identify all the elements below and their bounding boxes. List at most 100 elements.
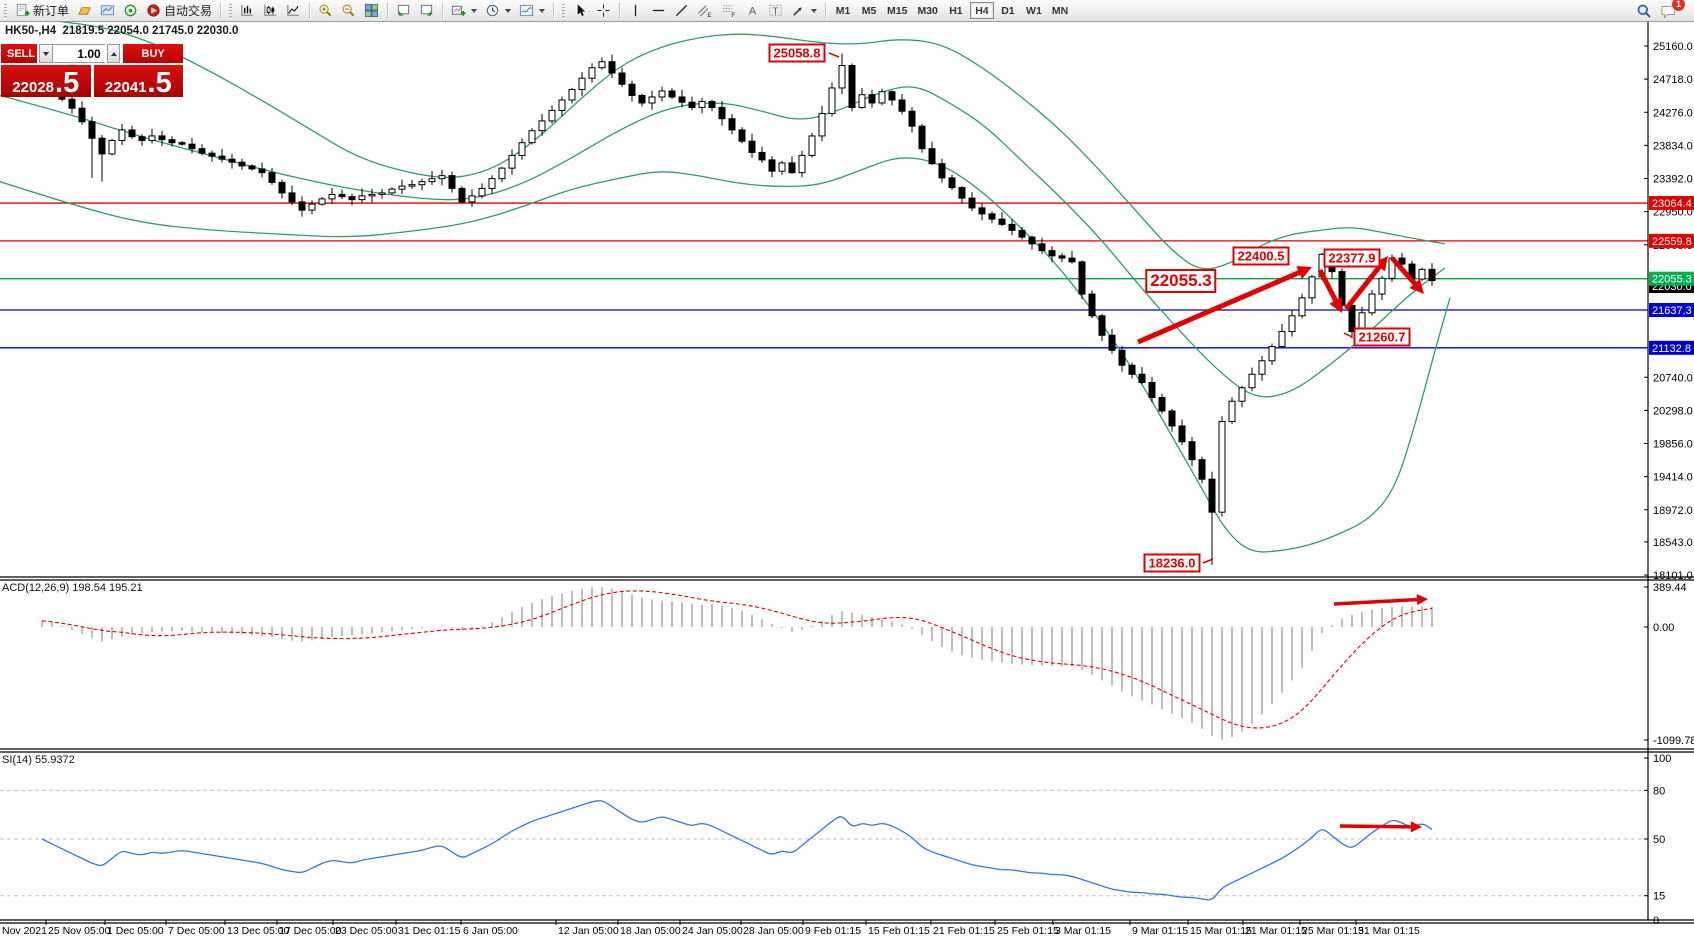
time-axis-label: 12 Jan 05:00 <box>558 925 619 937</box>
candle <box>1298 293 1306 319</box>
volume-input[interactable] <box>52 44 105 63</box>
zoom-in-button[interactable] <box>315 1 336 20</box>
candle <box>498 166 506 183</box>
toolbar-grip[interactable] <box>562 3 566 18</box>
sell-button[interactable]: SELL <box>1 44 37 63</box>
candle <box>1268 343 1276 366</box>
zoom-in-icon <box>319 4 332 17</box>
trend-arrow <box>1317 268 1342 313</box>
periods-button[interactable] <box>482 1 514 20</box>
toolbar-grip[interactable] <box>229 3 233 18</box>
candle <box>688 96 696 111</box>
svg-text:21637.3: 21637.3 <box>1652 305 1692 317</box>
price-level-badge: 23064.4 <box>1649 196 1694 211</box>
toolbar-grip[interactable] <box>4 3 7 18</box>
candle <box>1128 362 1136 379</box>
timeframe-H1-button[interactable]: H1 <box>944 2 968 19</box>
chart-title: HK50-,H4 21819.5 22054.0 21745.0 22030.0 <box>5 25 239 37</box>
line-chart-button[interactable] <box>283 1 304 20</box>
trendline-icon <box>675 4 688 17</box>
volume-decrease-button[interactable] <box>39 44 53 63</box>
candle <box>828 82 836 117</box>
time-axis-label: 3 Mar 01:15 <box>1055 925 1111 937</box>
candle <box>1048 246 1056 263</box>
time-axis-label: 1 Dec 05:00 <box>107 925 164 937</box>
notifications-button[interactable]: 1 <box>1657 0 1686 20</box>
timeframe-M1-button[interactable]: M1 <box>831 2 855 19</box>
timeframe-M30-button[interactable]: M30 <box>913 2 941 19</box>
buy-price-button[interactable]: 22041 .5 <box>93 65 183 98</box>
candle <box>408 179 416 189</box>
trend-arrow <box>1344 256 1388 311</box>
profile-button[interactable] <box>74 1 95 20</box>
tile-windows-button[interactable] <box>361 1 382 20</box>
y-axis-tick: 24718.0 <box>1653 74 1693 86</box>
price-annotation[interactable]: 22055.3 <box>1145 269 1217 293</box>
arrows-tool-button[interactable] <box>788 1 820 20</box>
rsi-indicator-label: SI(14) 55.9372 <box>2 754 75 766</box>
candle <box>588 63 596 83</box>
candle <box>1038 237 1046 254</box>
timeframe-D1-button[interactable]: D1 <box>996 2 1020 19</box>
candle <box>238 158 246 170</box>
candle <box>1198 456 1206 484</box>
candle <box>578 72 586 97</box>
autotrading-label: 自动交易 <box>164 4 213 18</box>
new-order-button[interactable]: 新订单 <box>12 1 72 20</box>
search-button[interactable] <box>1633 1 1655 20</box>
bar-chart-icon <box>241 4 254 16</box>
candle <box>948 174 956 190</box>
timeframe-H4-button[interactable]: H4 <box>969 2 994 19</box>
candle <box>668 88 676 99</box>
templates-button[interactable] <box>516 1 548 20</box>
horizontal-line-tool-button[interactable] <box>648 1 669 20</box>
cascade-windows-button[interactable] <box>416 1 437 20</box>
volume-increase-button[interactable] <box>106 44 121 63</box>
signals-button[interactable] <box>120 1 141 20</box>
crosshair-icon <box>597 4 610 17</box>
trendline-tool-button[interactable] <box>671 1 692 20</box>
svg-text:21132.8: 21132.8 <box>1652 343 1691 355</box>
price-annotation[interactable]: 22400.5 <box>1232 246 1290 266</box>
crosshair-tool-button[interactable] <box>593 1 614 20</box>
rsi-axis-tick: 100 <box>1653 753 1671 765</box>
candle <box>1418 267 1426 282</box>
fibonacci-tool-button[interactable]: F <box>718 1 740 20</box>
auto-arrange-button[interactable] <box>393 1 414 20</box>
buy-button[interactable]: BUY <box>123 44 183 63</box>
timeframe-M5-button[interactable]: M5 <box>857 2 881 19</box>
time-axis-label: 24 Jan 05:00 <box>682 925 743 937</box>
candle <box>1018 226 1026 240</box>
vertical-line-tool-button[interactable] <box>625 1 646 20</box>
candle <box>908 107 916 133</box>
sell-price-button[interactable]: 22028 .5 <box>1 65 91 98</box>
timeframe-M15-button[interactable]: M15 <box>883 2 911 19</box>
cursor-tool-button[interactable] <box>570 1 591 20</box>
price-annotation[interactable]: 25058.8 <box>768 43 826 63</box>
candlestick-chart-button[interactable] <box>260 1 281 20</box>
candle <box>978 203 986 221</box>
toolbar: 新订单 自动交易 <box>0 0 1694 22</box>
zoom-out-button[interactable] <box>338 1 359 20</box>
timeframe-MN-button[interactable]: MN <box>1048 2 1072 19</box>
autotrading-button[interactable]: 自动交易 <box>143 1 215 20</box>
price-annotation[interactable]: 21260.7 <box>1353 327 1411 347</box>
charts-button[interactable] <box>97 1 118 20</box>
text-label-tool-button[interactable]: T <box>765 1 786 20</box>
candle <box>98 134 106 182</box>
text-tool-button[interactable]: A <box>742 1 763 20</box>
price-annotation[interactable]: 18236.0 <box>1143 553 1201 573</box>
new-order-icon <box>16 3 30 17</box>
candle <box>538 113 546 136</box>
arrows-tool-icon <box>793 7 802 16</box>
timeframe-W1-button[interactable]: W1 <box>1022 2 1046 19</box>
bar-chart-button[interactable] <box>237 1 258 20</box>
equidistant-channel-tool-button[interactable]: E <box>694 1 716 20</box>
indicators-button[interactable] <box>448 1 480 20</box>
rsi-axis-tick: 15 <box>1653 891 1665 903</box>
candle <box>738 127 746 144</box>
price-annotation[interactable]: 22377.9 <box>1323 248 1381 268</box>
candle <box>758 146 766 163</box>
candle <box>388 187 396 195</box>
